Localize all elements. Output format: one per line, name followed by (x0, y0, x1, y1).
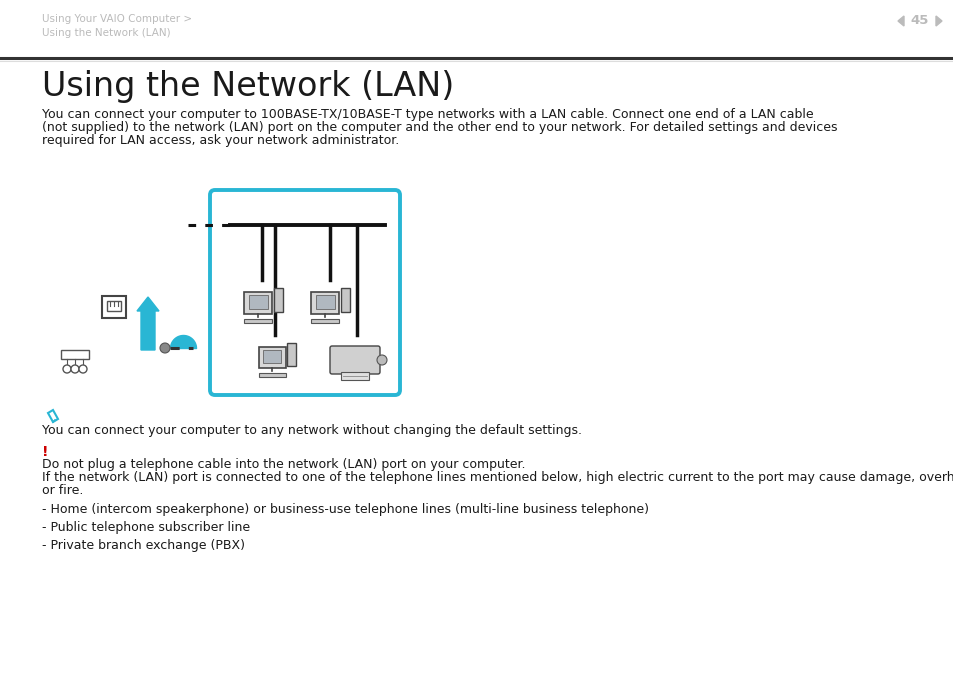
FancyBboxPatch shape (102, 296, 126, 318)
Text: Using the Network (LAN): Using the Network (LAN) (42, 28, 171, 38)
Circle shape (63, 365, 71, 373)
Text: Using Your VAIO Computer >: Using Your VAIO Computer > (42, 14, 192, 24)
Bar (244, 319, 272, 323)
Bar (340, 288, 350, 312)
FancyBboxPatch shape (244, 292, 272, 314)
Text: Using the Network (LAN): Using the Network (LAN) (42, 70, 454, 103)
Bar (311, 319, 338, 323)
Bar (315, 295, 335, 309)
Bar (61, 350, 89, 359)
Text: You can connect your computer to any network without changing the default settin: You can connect your computer to any net… (42, 424, 581, 437)
Polygon shape (935, 16, 941, 26)
Text: !: ! (42, 445, 49, 459)
Bar (340, 372, 369, 380)
FancyArrow shape (137, 297, 159, 350)
Bar (258, 373, 286, 377)
Circle shape (160, 343, 170, 353)
Polygon shape (897, 16, 903, 26)
FancyBboxPatch shape (258, 347, 286, 368)
Bar (287, 343, 295, 366)
Bar (249, 295, 268, 309)
Text: You can connect your computer to 100BASE-TX/10BASE-T type networks with a LAN ca: You can connect your computer to 100BASE… (42, 108, 813, 121)
Bar (263, 350, 281, 363)
Text: (not supplied) to the network (LAN) port on the computer and the other end to yo: (not supplied) to the network (LAN) port… (42, 121, 837, 134)
Text: - Public telephone subscriber line: - Public telephone subscriber line (42, 521, 250, 534)
FancyBboxPatch shape (210, 190, 399, 395)
Text: Do not plug a telephone cable into the network (LAN) port on your computer.: Do not plug a telephone cable into the n… (42, 458, 525, 471)
Bar (107, 301, 121, 311)
FancyBboxPatch shape (330, 346, 379, 374)
Text: or fire.: or fire. (42, 484, 83, 497)
Bar (274, 288, 283, 312)
Circle shape (71, 365, 79, 373)
Circle shape (79, 365, 87, 373)
Text: If the network (LAN) port is connected to one of the telephone lines mentioned b: If the network (LAN) port is connected t… (42, 471, 953, 484)
Circle shape (376, 355, 387, 365)
FancyBboxPatch shape (311, 292, 338, 314)
Text: - Home (intercom speakerphone) or business-use telephone lines (multi-line busin: - Home (intercom speakerphone) or busine… (42, 503, 648, 516)
Text: required for LAN access, ask your network administrator.: required for LAN access, ask your networ… (42, 134, 399, 147)
Text: 45: 45 (910, 15, 928, 28)
Text: - Private branch exchange (PBX): - Private branch exchange (PBX) (42, 539, 245, 552)
